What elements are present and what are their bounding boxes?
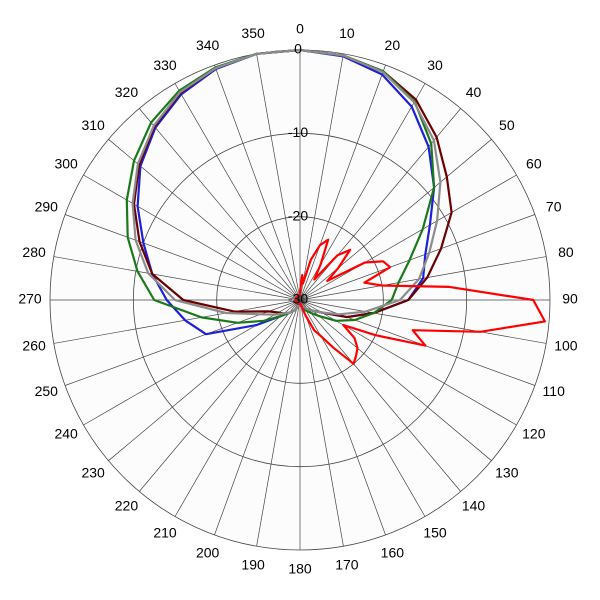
spoke-line <box>299 53 344 301</box>
angle-label: 220 <box>115 498 139 514</box>
spoke-line <box>139 108 301 301</box>
spoke-line <box>139 299 301 492</box>
angle-label: 130 <box>495 464 519 480</box>
spoke-line <box>256 53 301 301</box>
angle-label: 40 <box>466 84 482 100</box>
spoke-line <box>299 214 536 301</box>
angle-label: 60 <box>526 156 542 172</box>
angle-label: 0 <box>296 21 304 37</box>
angle-label: 330 <box>153 57 177 73</box>
angle-label: 350 <box>241 25 265 41</box>
spoke-line <box>299 299 547 344</box>
radial-tick-label: -10 <box>288 124 308 140</box>
angle-label: 160 <box>381 544 405 560</box>
spoke-line <box>299 299 461 492</box>
angle-label: 180 <box>288 561 312 577</box>
angle-label: 340 <box>196 37 220 53</box>
spoke-line <box>53 256 301 301</box>
spoke-line <box>174 299 301 517</box>
angle-label: 120 <box>522 426 546 442</box>
angle-label: 100 <box>554 338 578 354</box>
angle-label: 300 <box>54 156 78 172</box>
spoke-line <box>299 64 386 301</box>
spoke-line <box>299 299 344 547</box>
angle-label: 250 <box>35 383 59 399</box>
radial-tick-label: 0 <box>294 41 302 57</box>
spoke-line <box>299 139 492 301</box>
angle-label: 170 <box>335 557 359 573</box>
angle-label: 190 <box>241 557 265 573</box>
radial-tick-label: -30 <box>288 291 308 307</box>
angle-label: 210 <box>153 525 177 541</box>
angle-label: 320 <box>115 84 139 100</box>
radial-tick-label: -20 <box>288 207 308 223</box>
angle-label: 140 <box>462 498 486 514</box>
spoke-line <box>299 299 492 461</box>
angle-label: 10 <box>339 25 355 41</box>
angle-label: 110 <box>543 383 566 399</box>
angle-label: 240 <box>54 426 78 442</box>
angle-label: 280 <box>22 244 46 260</box>
series-line <box>294 238 546 365</box>
angle-label: 310 <box>81 117 105 133</box>
angle-label: 260 <box>22 338 46 354</box>
angle-label: 150 <box>423 525 447 541</box>
angle-label: 20 <box>385 37 401 53</box>
spoke-line <box>214 299 301 536</box>
angle-label: 270 <box>18 291 42 307</box>
spoke-line <box>108 299 301 461</box>
spoke-line <box>256 299 301 547</box>
spoke-line <box>299 299 386 536</box>
ring-line <box>216 216 384 384</box>
angle-label: 30 <box>427 57 443 73</box>
spoke-line <box>299 174 517 301</box>
angle-label: 230 <box>81 464 105 480</box>
angle-label: 50 <box>499 117 515 133</box>
angle-label: 200 <box>196 544 220 560</box>
ring-line <box>132 132 468 468</box>
spoke-line <box>174 83 301 301</box>
spoke-line <box>214 64 301 301</box>
angle-label: 290 <box>35 198 59 214</box>
angle-label: 70 <box>546 198 562 214</box>
spoke-line <box>83 174 301 301</box>
spoke-line <box>53 299 301 344</box>
spoke-line <box>64 214 301 301</box>
angle-label: 90 <box>562 291 578 307</box>
angle-label: 80 <box>558 244 574 260</box>
